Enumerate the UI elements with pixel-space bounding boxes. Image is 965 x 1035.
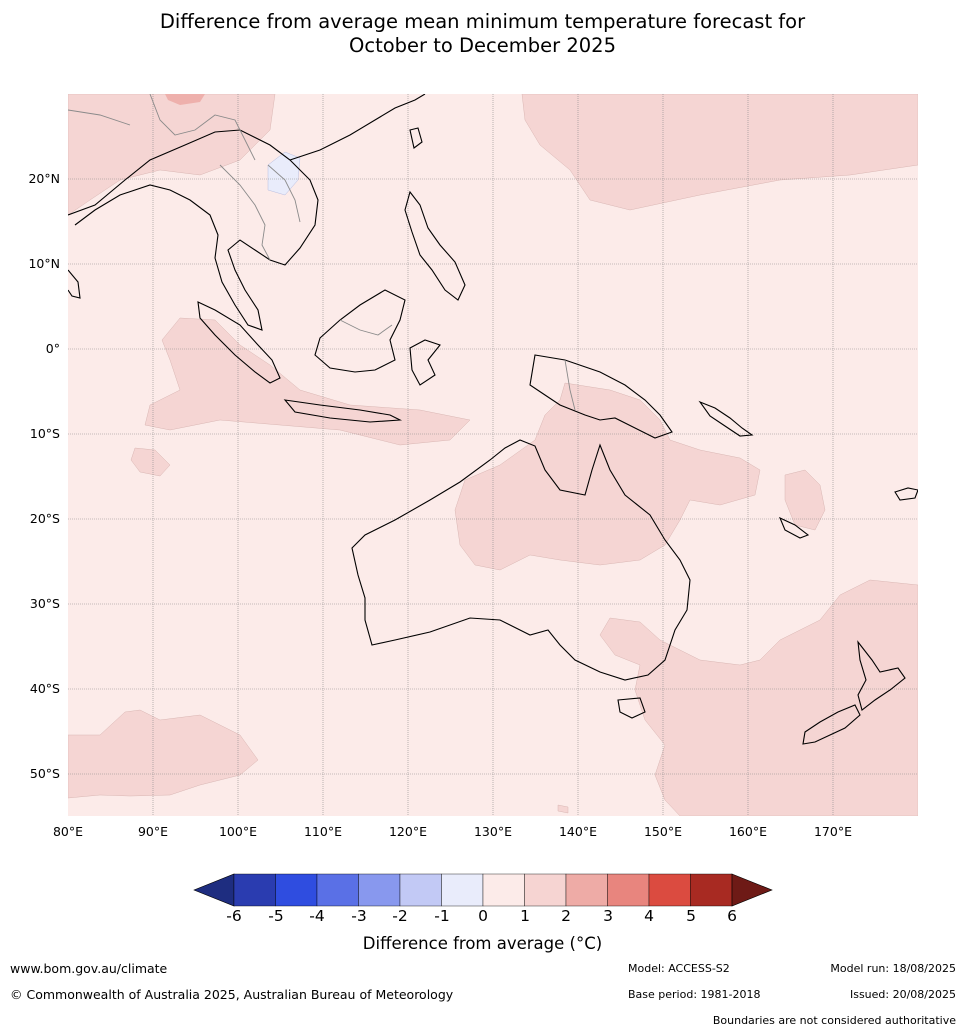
- colorbar-tick-2: 2: [561, 907, 571, 925]
- mainland-asia-coastline: [68, 129, 319, 331]
- map-title: Difference from average mean minimum tem…: [0, 10, 965, 58]
- colorbar-tick-neg3: -3: [351, 907, 367, 925]
- lon-label-80e: 80°E: [52, 824, 84, 839]
- colorbar-tick-neg6: -6: [226, 907, 242, 925]
- country-borders: [68, 94, 576, 411]
- lon-label-160e: 160°E: [728, 824, 767, 839]
- lat-label-30s: 30°S: [29, 596, 60, 611]
- fiji-coastline: [894, 487, 918, 501]
- colorbar-tick-neg4: -4: [309, 907, 325, 925]
- colorbar-label: Difference from average (°C): [362, 934, 603, 953]
- australia-coastline: [351, 439, 691, 681]
- new-caledonia-coastline: [778, 516, 810, 539]
- lat-label-0: 0°: [45, 341, 60, 356]
- anomaly-region-australia: [454, 382, 761, 571]
- website-link[interactable]: www.bom.gov.au/climate: [10, 961, 168, 976]
- colorbar-tick-4: 4: [644, 907, 654, 925]
- colorbar-tick-3: 3: [603, 907, 613, 925]
- philippines-coastline: [404, 190, 466, 301]
- new-guinea-coastline: [529, 354, 673, 439]
- india-tip-coastline: [68, 269, 81, 299]
- colorbar-tick-neg2: -2: [392, 907, 408, 925]
- new-zealand-south-coastline: [802, 704, 861, 745]
- lat-label-10s: 10°S: [29, 426, 60, 441]
- lon-label-130e: 130°E: [473, 824, 512, 839]
- lat-label-10n: 10°N: [28, 256, 60, 271]
- lon-label-100e: 100°E: [218, 824, 257, 839]
- colorbar-tick-0: 0: [478, 907, 488, 925]
- boundaries-disclaimer: Boundaries are not considered authoritat…: [712, 1014, 956, 1027]
- anomaly-region-southwest: [68, 709, 259, 799]
- china-coastline: [289, 94, 426, 161]
- taiwan-coastline: [409, 127, 423, 149]
- title-line-2: October to December 2025: [349, 34, 616, 57]
- title-line-1: Difference from average mean minimum tem…: [159, 10, 806, 33]
- anomaly-region-small: [130, 447, 171, 477]
- colorbar-tick-5: 5: [686, 907, 696, 925]
- model-run-date: Model run: 18/08/2025: [830, 962, 956, 975]
- lon-label-90e: 90°E: [137, 824, 169, 839]
- lat-label-20s: 20°S: [29, 511, 60, 526]
- borneo-coastline: [314, 289, 406, 373]
- anomaly-region-island: [557, 804, 569, 814]
- anomaly-region-asia: [68, 94, 276, 216]
- new-zealand-north-coastline: [857, 640, 906, 711]
- lat-label-50s: 50°S: [29, 766, 60, 781]
- map-area: [68, 94, 918, 816]
- lon-label-150e: 150°E: [643, 824, 682, 839]
- issued-date: Issued: 20/08/2025: [849, 988, 956, 1001]
- anomaly-region-indian-ocean: [144, 317, 471, 446]
- model-name: Model: ACCESS-S2: [628, 962, 730, 975]
- sumatra-coastline: [197, 301, 281, 384]
- base-period: Base period: 1981-2018: [628, 988, 761, 1001]
- colorbar-tick-neg1: -1: [434, 907, 450, 925]
- coastlines: [68, 94, 918, 745]
- lon-label-140e: 140°E: [558, 824, 597, 839]
- colorbar-tick-neg5: -5: [268, 907, 284, 925]
- sulawesi-coastline: [409, 339, 441, 386]
- anomaly-region-north-pacific: [521, 94, 918, 211]
- anomaly-region-southeast: [599, 579, 918, 816]
- tasmania-coastline: [617, 697, 646, 719]
- lon-label-170e: 170°E: [813, 824, 852, 839]
- lat-label-40s: 40°S: [29, 681, 60, 696]
- colorbar-tick-1: 1: [520, 907, 530, 925]
- copyright-text: © Commonwealth of Australia 2025, Austra…: [10, 987, 454, 1002]
- lon-label-110e: 110°E: [303, 824, 342, 839]
- lat-label-20n: 20°N: [28, 171, 60, 186]
- anomaly-region-warmer: [165, 94, 205, 105]
- lon-label-120e: 120°E: [388, 824, 427, 839]
- graticule: [68, 94, 918, 816]
- colorbar-tick-6: 6: [727, 907, 737, 925]
- anomaly-region-coral-sea: [784, 469, 826, 531]
- solomon-islands-coastline: [698, 400, 754, 437]
- java-coastline: [283, 399, 403, 423]
